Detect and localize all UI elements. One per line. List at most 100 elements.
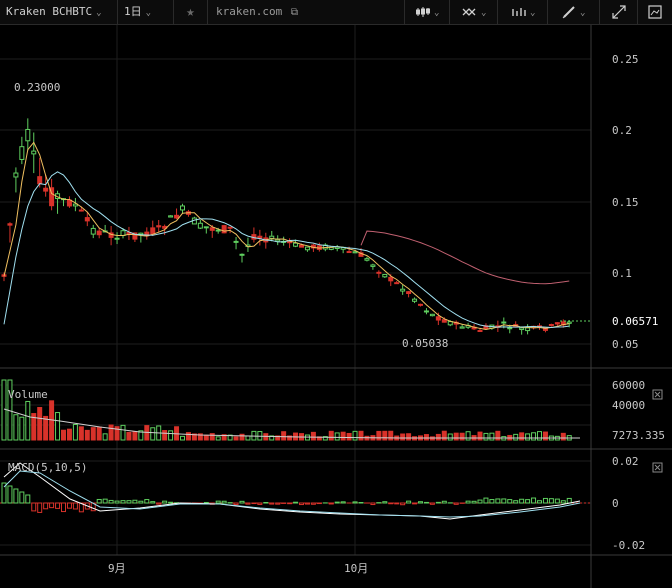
- candle-body: [304, 246, 310, 251]
- volume-bar: [55, 412, 61, 441]
- candle-body: [525, 327, 531, 332]
- volume-bar: [459, 432, 465, 441]
- macd-histogram-bar: [168, 501, 174, 504]
- macd-line: [3, 462, 581, 520]
- candle-body: [150, 227, 156, 235]
- volume-bar: [102, 433, 108, 441]
- high-price-label: 0.23000: [14, 81, 60, 94]
- candle-body: [31, 150, 37, 155]
- volume-bar: [239, 433, 245, 441]
- price-tick: 0.15: [612, 196, 639, 209]
- draw-tool-button[interactable]: ⌄: [548, 0, 600, 24]
- svg-text:⌄: ⌄: [580, 8, 585, 18]
- macd-histogram-bar: [423, 501, 429, 504]
- macd-histogram-bar: [55, 502, 61, 509]
- macd-histogram-bar: [304, 502, 310, 505]
- candle-body: [388, 276, 394, 282]
- candle-body: [227, 226, 233, 229]
- volume-bar: [233, 436, 239, 441]
- volume-bar: [441, 430, 447, 441]
- candle-body: [412, 298, 418, 302]
- volume-bar: [96, 426, 102, 441]
- candle-body: [435, 316, 441, 321]
- pencil-icon: ⌄: [562, 6, 585, 19]
- interval-selector[interactable]: 1日 ⌄: [118, 0, 174, 24]
- macd-histogram-bar: [537, 500, 542, 504]
- volume-bar: [197, 433, 203, 441]
- volume-bar: [537, 431, 542, 441]
- volume-bar: [542, 431, 548, 441]
- volume-bar: [25, 400, 31, 441]
- macd-histogram-bar: [370, 502, 376, 506]
- volume-bar: [203, 434, 209, 441]
- last-price-label: 0.06571: [612, 315, 658, 328]
- candle-body: [180, 205, 185, 211]
- volume-bar: [185, 432, 191, 441]
- macd-histogram-bar: [215, 500, 221, 504]
- volume-bar: [162, 430, 168, 441]
- macd-histogram-bar: [418, 501, 423, 504]
- macd-histogram-bar: [525, 499, 531, 504]
- volume-bar: [61, 429, 66, 441]
- macd-histogram-bar: [251, 502, 257, 505]
- candle-body: [548, 323, 554, 326]
- candle-body: [132, 232, 138, 240]
- candle-body: [168, 215, 174, 218]
- moving-averages: [3, 141, 570, 331]
- macd-histogram-bar: [352, 501, 358, 504]
- screenshot-button[interactable]: [638, 0, 672, 24]
- price-tick: 0.1: [612, 267, 632, 280]
- price-chart[interactable]: 0.25 0.2 0.15 0.1 0.05 0.06571 0.23000 0…: [0, 25, 672, 588]
- candle-body: [203, 226, 209, 229]
- macd-histogram-bar: [49, 502, 55, 509]
- close-macd-icon[interactable]: [652, 462, 663, 473]
- volume-bar: [66, 428, 72, 441]
- candle-body: [43, 187, 49, 192]
- macd-histogram-bar: [554, 498, 560, 504]
- volume-bar: [483, 432, 489, 441]
- macd-histogram-bar: [221, 500, 227, 504]
- fullscreen-button[interactable]: [600, 0, 638, 24]
- volume-bar: [108, 424, 114, 441]
- volume-bar: [13, 414, 19, 441]
- candle-body: [84, 217, 90, 222]
- candle-body: [72, 203, 78, 207]
- moving-average-line: [3, 141, 570, 331]
- fullscreen-icon: [611, 5, 626, 19]
- candle-body: [90, 227, 96, 235]
- screenshot-icon: [648, 5, 662, 19]
- volume-bar: [400, 433, 406, 441]
- volume-bar: [489, 432, 495, 441]
- volume-bar: [560, 432, 566, 441]
- candle-style-button[interactable]: ⌄: [404, 0, 450, 24]
- macd-histogram-bar: [114, 500, 120, 504]
- volume-bar: [281, 431, 287, 441]
- macd-histogram-bar: [233, 502, 239, 505]
- volume-bar: [322, 436, 328, 441]
- candle-body: [174, 214, 180, 219]
- site-link[interactable]: kraken.com ⧉: [210, 0, 330, 24]
- macd-histogram-bar: [519, 498, 525, 504]
- volume-bar: [477, 431, 483, 441]
- volume-bar: [275, 435, 281, 441]
- symbol-selector[interactable]: Kraken BCHBTC ⌄: [0, 0, 118, 24]
- close-volume-icon[interactable]: [652, 389, 663, 400]
- macd-histogram-bar: [144, 499, 150, 504]
- indicator-button[interactable]: ⌄: [450, 0, 498, 24]
- svg-text:⌄: ⌄: [434, 8, 439, 18]
- chart-type-button[interactable]: ⌄: [498, 0, 548, 24]
- volume-title: Volume: [8, 388, 48, 401]
- star-icon[interactable]: ★: [174, 0, 208, 24]
- macd-histogram-bar: [25, 494, 31, 504]
- symbol-label: Kraken BCHBTC: [6, 5, 93, 18]
- candle-body: [49, 187, 55, 207]
- macd-histogram-bar: [400, 502, 406, 506]
- candle-body: [400, 288, 406, 292]
- macd-histogram-bar: [108, 499, 114, 504]
- candles: [1, 118, 572, 335]
- macd-signal-line: [3, 470, 581, 518]
- candle-body: [299, 244, 304, 248]
- candle-body: [239, 253, 245, 256]
- macd-histogram-bar: [471, 500, 477, 504]
- macd-histogram-bar: [162, 500, 168, 504]
